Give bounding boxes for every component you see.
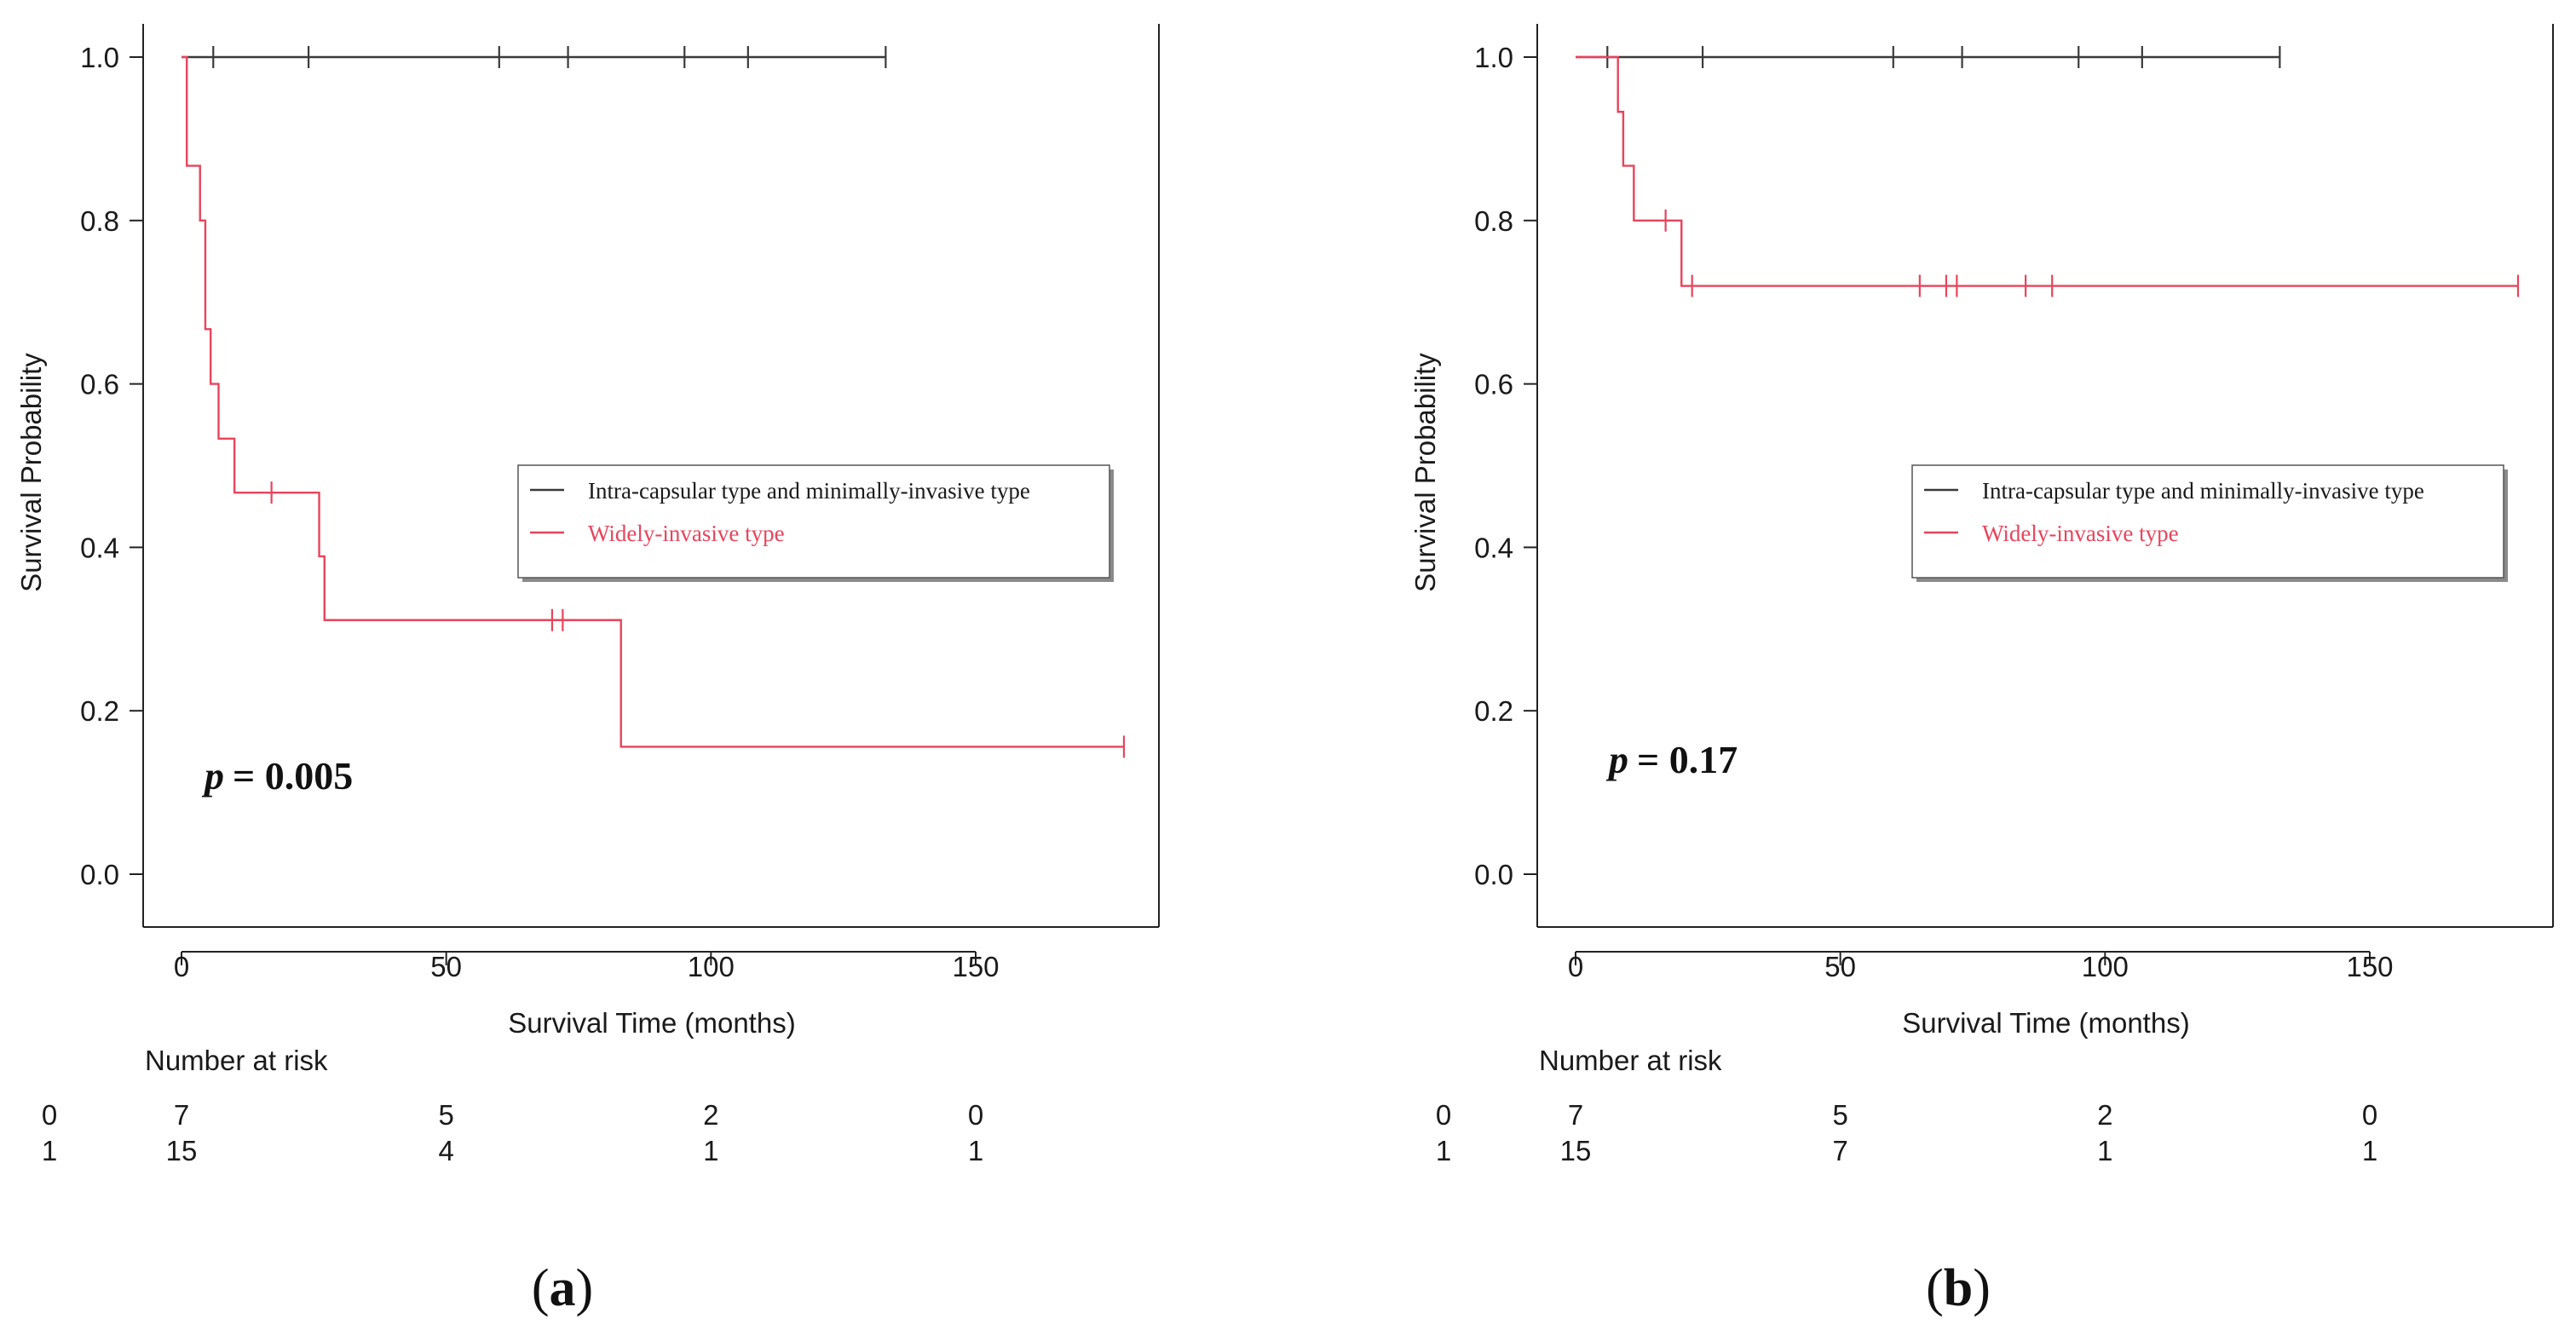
risk-count: 1 [2097,1135,2112,1166]
y-tick-label: 1.0 [80,42,119,73]
panel-label-letter: a [550,1259,576,1317]
risk-count: 7 [174,1099,189,1131]
legend-label-widely-invasive: Widely-invasive type [1982,521,2179,546]
y-tick-label: 1.0 [1474,42,1513,73]
panel-b: 0.0 0.2 0.4 0.6 0.8 1.0 Survival Probability 0 5… [1409,24,2554,1317]
risk-count: 1 [703,1135,718,1166]
risk-count: 5 [1832,1099,1847,1131]
risk-row-group: 1 [42,1135,57,1166]
risk-row-group: 0 [42,1099,57,1131]
p-value-annotation: p = 0.17 [1605,738,1738,781]
panel-label-letter: b [1944,1259,1973,1317]
survival-curve-widely-invasive [1576,55,2518,287]
p-value-annotation: p = 0.005 [201,754,353,798]
risk-count: 4 [438,1135,453,1166]
legend-label-widely-invasive: Widely-invasive type [588,521,785,546]
legend-label-intracapsular: Intra-capsular type and minimally-invasi… [1982,478,2424,504]
y-tick-label: 0.0 [1474,859,1513,890]
legend-label-intracapsular: Intra-capsular type and minimally-invasi… [588,478,1030,504]
risk-table-title: Number at risk [1539,1045,1722,1076]
panel-label-paren: ( [1926,1259,1944,1317]
y-tick-label: 0.8 [80,205,119,237]
p-value-symbol: p [1605,738,1628,781]
y-tick-label: 0.6 [1474,369,1513,400]
x-tick-label: 0 [1568,951,1583,982]
risk-count: 0 [2362,1099,2377,1131]
x-tick-label: 150 [2346,951,2393,982]
p-value-number: = 0.005 [233,754,353,798]
y-tick-label: 0.8 [1474,205,1513,237]
y-axis-label: Survival Probability [1409,353,1441,592]
x-tick-label: 100 [688,951,735,982]
risk-count: 7 [1832,1135,1847,1166]
risk-table-title: Number at risk [145,1045,328,1076]
risk-count: 1 [968,1135,983,1166]
y-axis-label: Survival Probability [15,353,47,592]
x-tick-label: 100 [2082,951,2129,982]
panel-label: (b) [1926,1259,1991,1317]
panel-label-paren: ( [532,1259,550,1317]
panel-a: 0.0 0.2 0.4 0.6 0.8 1.0 Survival Probability 0 5… [15,24,1160,1317]
y-tick-label: 0.2 [1474,695,1513,727]
y-tick-label: 0.4 [80,532,119,563]
risk-count: 1 [2362,1135,2377,1166]
risk-row-group: 1 [1436,1135,1451,1166]
risk-count: 15 [166,1135,198,1166]
y-tick-label: 0.0 [80,859,119,890]
panel-label-paren: ) [576,1259,594,1317]
p-value-symbol: p [201,754,224,798]
y-tick-label: 0.6 [80,369,119,400]
risk-count: 15 [1560,1135,1592,1166]
y-tick-label: 0.2 [80,695,119,727]
panel-label-paren: ) [1973,1259,1991,1317]
x-axis-label: Survival Time (months) [1902,1007,2189,1039]
risk-count: 2 [703,1099,718,1131]
risk-count: 5 [438,1099,453,1131]
x-tick-label: 0 [174,951,189,982]
risk-row-group: 0 [1436,1099,1451,1131]
x-tick-label: 50 [430,951,462,982]
p-value-number: = 0.17 [1637,738,1738,781]
panel-label: (a) [532,1259,593,1317]
x-tick-label: 50 [1824,951,1856,982]
legend-box [1911,464,2504,579]
x-tick-label: 150 [952,951,999,982]
x-axis-label: Survival Time (months) [508,1007,795,1039]
y-tick-label: 0.4 [1474,532,1513,563]
risk-count: 0 [968,1099,983,1131]
risk-count: 2 [2097,1099,2112,1131]
survival-curve-widely-invasive [182,55,1124,748]
legend-box [517,464,1110,579]
risk-count: 7 [1568,1099,1583,1131]
